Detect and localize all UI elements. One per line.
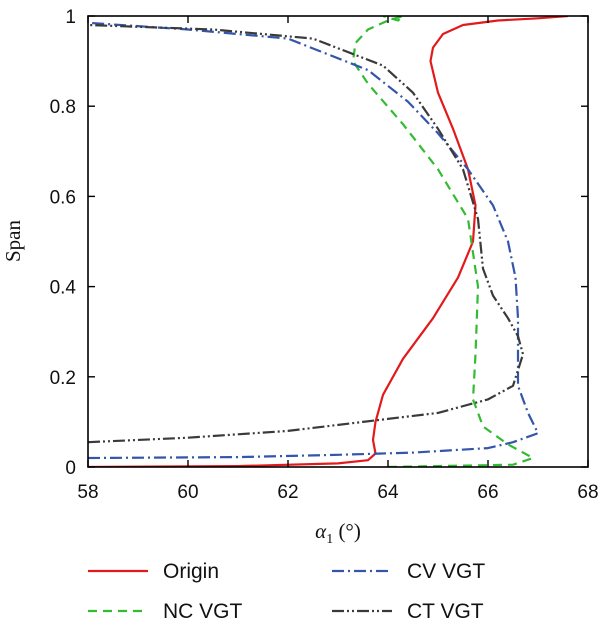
y-tick-label: 0.2 <box>50 368 76 389</box>
y-tick-label: 0.8 <box>50 97 76 118</box>
series-line-nc-vgt <box>351 16 535 467</box>
legend-label: NC VGT <box>163 600 243 623</box>
legend: Origin NC VGT CV VGT CT VGT <box>88 560 485 623</box>
x-axis-label: α1 (°) <box>315 519 361 547</box>
x-tick-label: 58 <box>77 482 98 503</box>
x-tick-label: 68 <box>577 482 598 503</box>
y-tick-label: 0.4 <box>50 278 77 299</box>
x-tick-label: 64 <box>377 482 399 503</box>
y-tick-label: 0 <box>65 458 76 479</box>
legend-label: CV VGT <box>407 560 485 583</box>
y-tick-label: 1 <box>65 7 76 28</box>
y-tick-label: 0.6 <box>50 187 76 208</box>
legend-label: Origin <box>163 560 219 583</box>
x-tick-label: 62 <box>277 482 298 503</box>
legend-label: CT VGT <box>407 600 484 623</box>
x-tick-label: 66 <box>477 482 498 503</box>
series-line-origin <box>88 16 569 467</box>
x-tick-label: 60 <box>177 482 198 503</box>
tick-layer: 58 60 62 64 66 68 0 0.2 0.4 0.6 0.8 1 <box>50 7 599 503</box>
y-axis-label: Span <box>1 220 25 263</box>
series-line-ct-vgt <box>88 23 525 444</box>
plot-frame <box>87 15 589 468</box>
series-layer <box>88 16 569 467</box>
